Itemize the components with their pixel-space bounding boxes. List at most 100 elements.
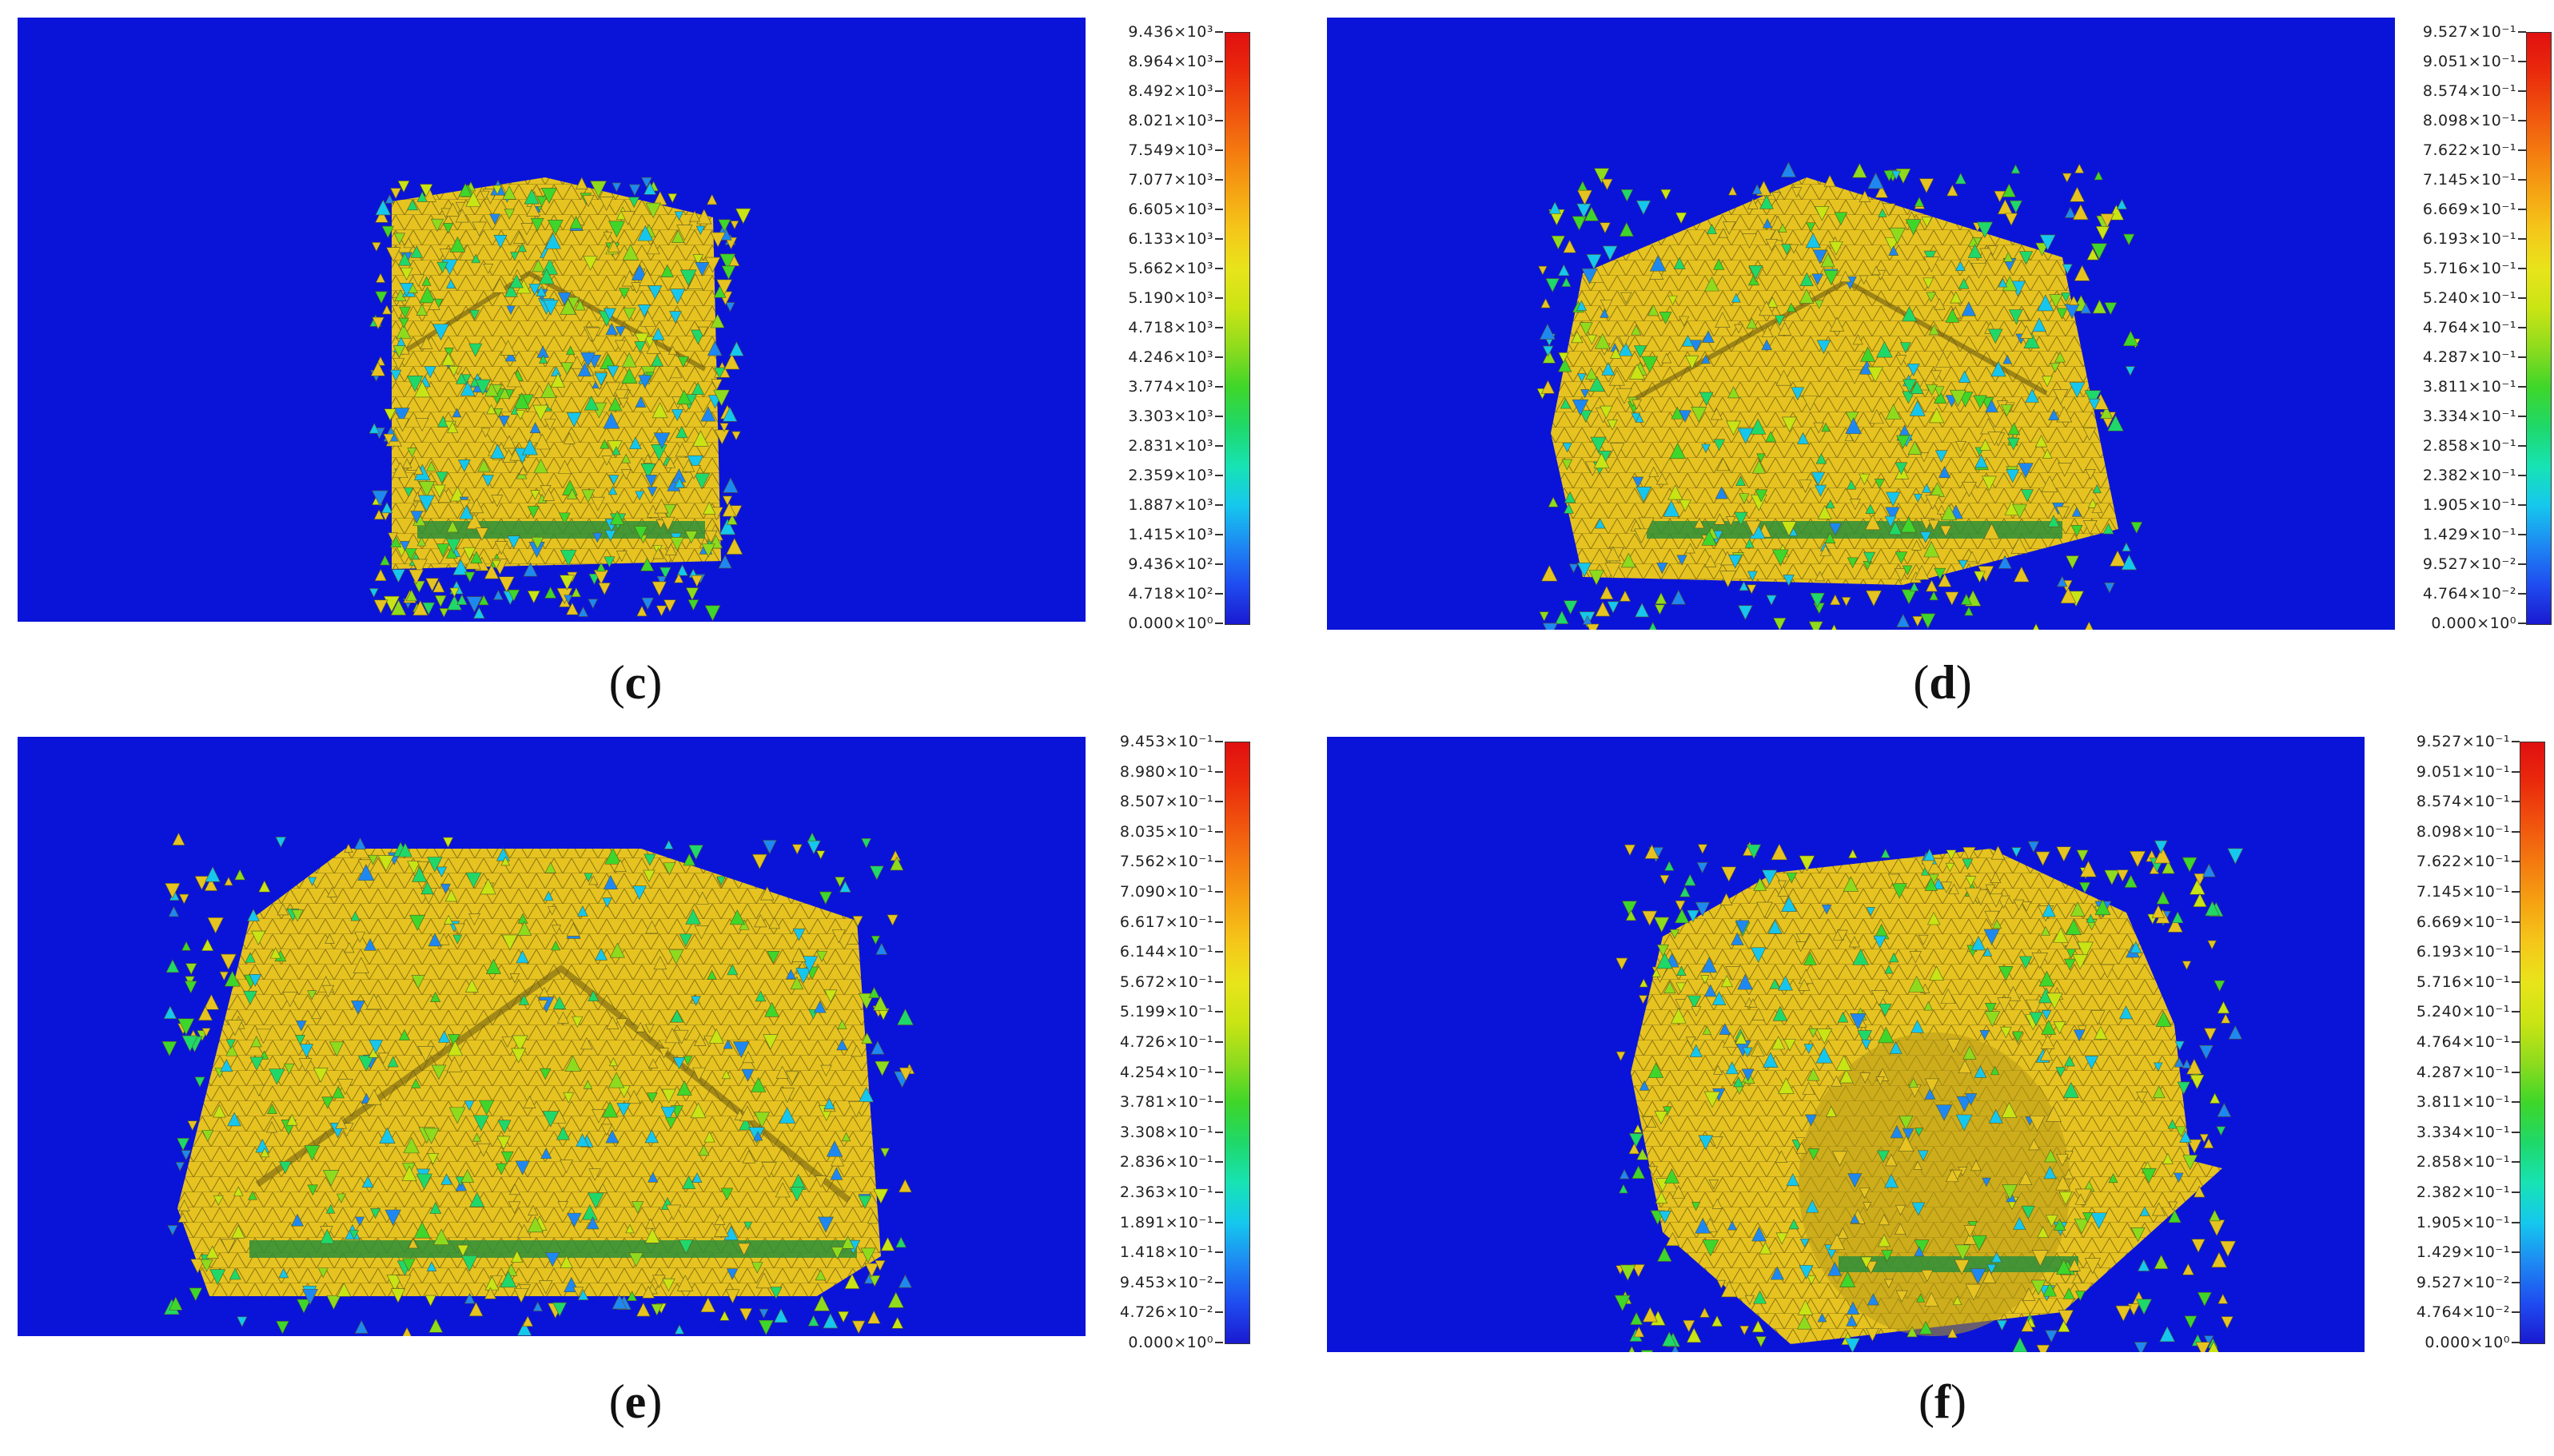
- mesh-element: [516, 1223, 532, 1239]
- mesh-element: [465, 191, 481, 207]
- mesh-element: [1908, 975, 1926, 993]
- mesh-element: [468, 343, 483, 357]
- mesh-element: [1634, 345, 1647, 359]
- mesh-element: [687, 599, 699, 611]
- mesh-element: [249, 973, 262, 987]
- mesh-element: [2177, 1081, 2190, 1095]
- mesh-element: [1607, 419, 1618, 431]
- mesh-element: [512, 1035, 528, 1052]
- mesh-element: [480, 878, 496, 895]
- mesh-element: [1847, 369, 1862, 384]
- mesh-element: [557, 292, 572, 306]
- mesh-element: [532, 259, 545, 273]
- mesh-element: [660, 516, 675, 531]
- colorbar-tick-mark: [1215, 504, 1223, 506]
- mesh-element: [491, 495, 504, 507]
- mesh-element: [1883, 1279, 1894, 1289]
- mesh-element: [1837, 1227, 1849, 1239]
- mesh-element: [1912, 616, 1923, 627]
- colorbar-tick-mark: [2512, 1041, 2520, 1043]
- mesh-element: [1962, 1045, 1977, 1060]
- mesh-element: [1761, 869, 1778, 885]
- mesh-element: [695, 225, 706, 236]
- mesh-element: [1590, 436, 1607, 453]
- mesh-element: [2084, 1258, 2101, 1275]
- mesh-element: [428, 933, 442, 947]
- colorbar-tick-label: 2.382×10⁻¹: [2416, 1183, 2510, 1201]
- mesh-element: [2189, 1074, 2205, 1090]
- mesh-element: [665, 1204, 682, 1220]
- mesh-element: [284, 1063, 295, 1075]
- mesh-element: [615, 340, 626, 352]
- mesh-element: [2102, 523, 2114, 535]
- mesh-element: [1675, 212, 1687, 225]
- mesh-element: [1600, 585, 1614, 600]
- mesh-element: [1633, 1124, 1643, 1133]
- mesh-element: [430, 218, 444, 233]
- mesh-element: [383, 433, 395, 445]
- mesh-element: [2005, 213, 2018, 226]
- mesh-element: [2219, 1240, 2237, 1258]
- mesh-element: [636, 1302, 651, 1317]
- mesh-element: [1770, 1266, 1784, 1280]
- mesh-element: [577, 362, 592, 377]
- mesh-element: [369, 423, 380, 434]
- mesh-element: [1834, 212, 1848, 226]
- mesh-element: [2062, 1287, 2075, 1299]
- colorbar-tick-mark: [2512, 1311, 2520, 1314]
- mesh-element: [1727, 186, 1738, 196]
- mesh-element: [615, 326, 626, 337]
- mesh-element: [574, 299, 586, 311]
- mesh-element: [402, 1258, 416, 1272]
- mesh-element: [1971, 1235, 1987, 1251]
- mesh-element: [1982, 475, 1997, 491]
- mesh-element: [459, 499, 471, 511]
- mesh-element: [424, 366, 436, 379]
- contour-plot-e: [18, 737, 1086, 1336]
- mesh-element: [637, 304, 651, 318]
- mesh-element: [1911, 1019, 1924, 1033]
- mesh-element: [1895, 551, 1908, 564]
- mesh-element: [792, 928, 806, 941]
- colorbar-tick-mark: [1215, 1161, 1223, 1164]
- mesh-element: [2040, 1034, 2055, 1049]
- mesh-element: [1875, 1076, 1885, 1086]
- mesh-element: [1922, 277, 1934, 289]
- mesh-element: [181, 1150, 192, 1160]
- mesh-element: [1605, 546, 1621, 562]
- mesh-element: [858, 1195, 872, 1210]
- mesh-element: [1713, 258, 1725, 270]
- mesh-element: [608, 396, 623, 412]
- mesh-element: [1695, 901, 1711, 917]
- mesh-element: [369, 588, 379, 598]
- mesh-element: [775, 1182, 791, 1198]
- mesh-element: [403, 487, 414, 498]
- mesh-element: [511, 1250, 524, 1263]
- mesh-element: [1744, 1295, 1755, 1305]
- mesh-element: [604, 556, 616, 568]
- colorbar-ticks-e: 9.453×10⁻¹ 8.980×10⁻¹ 8.507×10⁻¹ 8.035×10⁻¹…: [1079, 733, 1223, 1351]
- mesh-element: [2075, 1291, 2086, 1302]
- mesh-element: [1828, 1233, 1846, 1251]
- mesh-element: [2021, 901, 2032, 912]
- mesh-element: [688, 845, 703, 861]
- mesh-element: [484, 564, 500, 579]
- mesh-element: [683, 853, 696, 866]
- mesh-element: [2168, 1201, 2178, 1211]
- mesh-element: [691, 575, 703, 587]
- mesh-element: [2002, 183, 2016, 197]
- mesh-element: [1885, 1153, 1898, 1167]
- mesh-element: [2086, 913, 2095, 923]
- mesh-element: [1828, 523, 1842, 536]
- mesh-element: [1878, 1214, 1890, 1226]
- mesh-element: [635, 491, 645, 501]
- mesh-element: [470, 377, 480, 387]
- mesh-element: [1973, 395, 1987, 409]
- mesh-element: [2038, 970, 2055, 987]
- mesh-element: [1983, 929, 2000, 945]
- contour-plot-f: [1327, 737, 2365, 1352]
- mesh-element: [2054, 1218, 2066, 1231]
- mesh-element: [1727, 555, 1743, 569]
- colorbar-tick-label: 1.429×10⁻¹: [2416, 1243, 2510, 1262]
- mesh-element: [1595, 518, 1606, 529]
